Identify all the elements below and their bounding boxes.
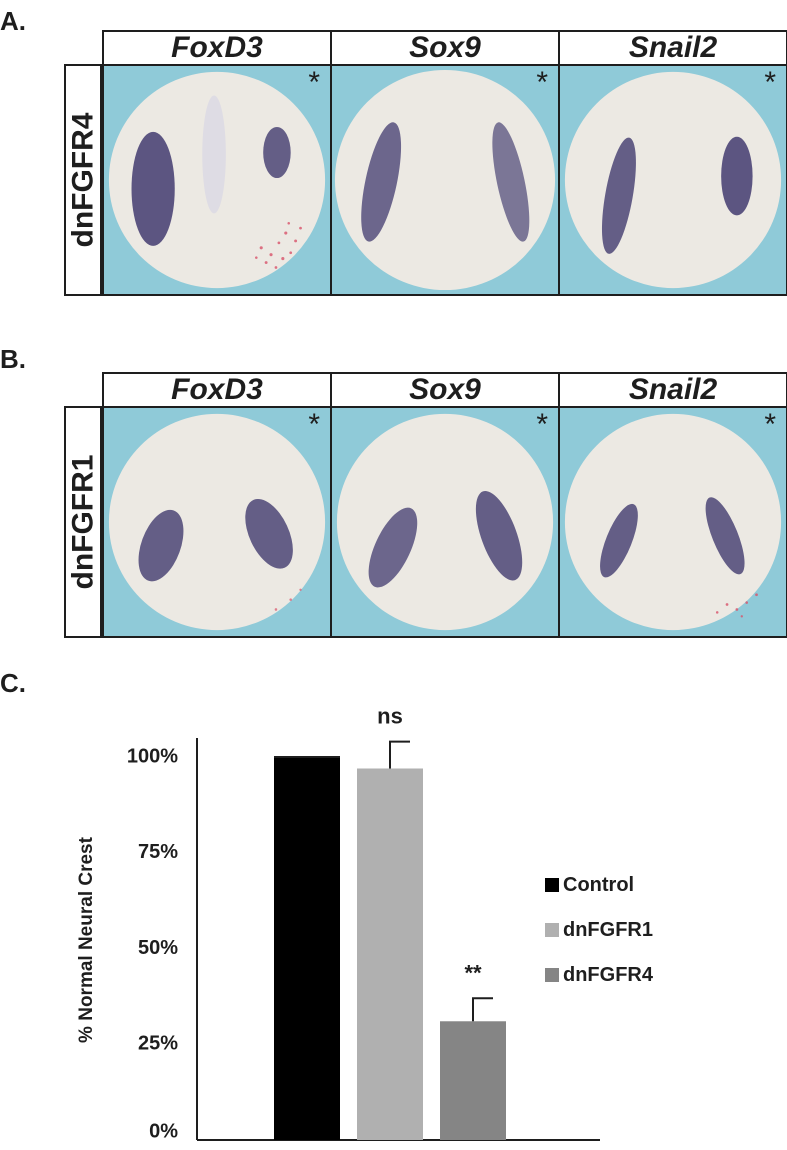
embryo-image-b-foxd3: * — [102, 406, 332, 638]
embryo-image-a-sox9: * — [330, 64, 560, 296]
y-tick-label: 75% — [138, 841, 178, 863]
significance-label: ns — [377, 704, 403, 729]
asterisk-a-sox9: * — [536, 66, 548, 99]
embryo-b-sox9-svg — [336, 413, 554, 631]
header-snail2-a: Snail2 — [558, 30, 787, 64]
bar-dnfgfr1 — [357, 768, 423, 1140]
header-snail2-b: Snail2 — [558, 372, 787, 406]
embryo-a-snail2-svg — [564, 71, 782, 289]
asterisk-b-snail2: * — [764, 408, 776, 441]
bar-dnfgfr4 — [440, 1021, 506, 1140]
y-tick-label: 100% — [127, 745, 178, 767]
row-label-dnfgfr4: dnFGFR4 — [64, 64, 102, 296]
asterisk-a-snail2: * — [764, 66, 776, 99]
panel-b-letter: B. — [0, 344, 26, 374]
legend-swatch — [545, 923, 559, 937]
embryo-image-a-foxd3: * — [102, 64, 332, 296]
legend-label: Control — [563, 874, 634, 896]
embryo-a-foxd3-svg — [108, 71, 326, 289]
embryo-image-b-snail2: * — [558, 406, 787, 638]
embryo-b-snail2-svg — [564, 413, 782, 631]
header-foxd3-a: FoxD3 — [102, 30, 332, 64]
y-tick-label: 50% — [138, 937, 178, 959]
header-sox9-b: Sox9 — [330, 372, 560, 406]
legend-swatch — [545, 968, 559, 982]
asterisk-a-foxd3: * — [308, 66, 320, 99]
embryo-image-a-snail2: * — [558, 64, 787, 296]
legend-swatch — [545, 878, 559, 892]
embryo-b-foxd3-svg — [108, 413, 326, 631]
asterisk-b-sox9: * — [536, 408, 548, 441]
y-tick-label: 0% — [149, 1120, 178, 1142]
legend-label: dnFGFR1 — [563, 919, 653, 941]
asterisk-b-foxd3: * — [308, 408, 320, 441]
y-axis-label: % Normal Neural Crest — [76, 836, 97, 1043]
row-label-dnfgfr1: dnFGFR1 — [64, 406, 102, 638]
legend-label: dnFGFR4 — [563, 964, 654, 986]
panel-a-letter: A. — [0, 6, 26, 36]
panel-c-letter: C. — [0, 668, 26, 698]
y-tick-label: 25% — [138, 1033, 178, 1055]
bar-control — [274, 757, 340, 1140]
significance-label: ** — [464, 960, 482, 985]
embryo-a-sox9-svg — [334, 69, 556, 291]
